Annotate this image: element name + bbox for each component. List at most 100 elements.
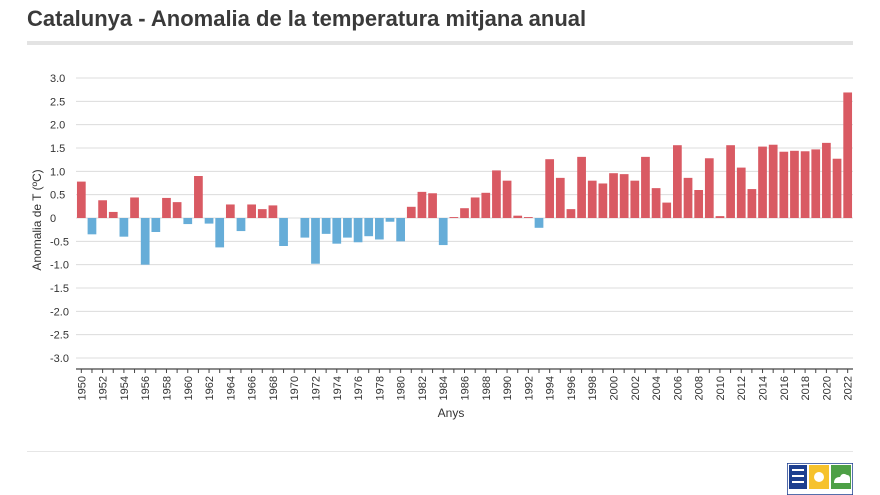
bar-1983 xyxy=(428,193,437,218)
x-tick-label: 1970 xyxy=(289,376,301,400)
bar-2018 xyxy=(800,151,810,218)
x-tick-label: 2020 xyxy=(821,376,833,400)
bar-2016 xyxy=(779,151,789,218)
bar-2013 xyxy=(747,189,757,218)
bar-2012 xyxy=(736,167,746,218)
x-tick-label: 1968 xyxy=(268,376,280,400)
meteocat-logo xyxy=(787,463,853,495)
bar-1960 xyxy=(183,218,193,225)
bar-1961 xyxy=(194,176,203,218)
bar-2017 xyxy=(790,150,799,218)
bar-1969 xyxy=(279,218,288,246)
y-tick-label: 2.0 xyxy=(50,120,65,132)
x-tick-label: 1998 xyxy=(587,376,599,400)
bar-2000 xyxy=(609,173,618,218)
x-tick-label: 2000 xyxy=(609,376,621,400)
bar-1991 xyxy=(513,215,523,218)
bar-1958 xyxy=(162,197,171,218)
bar-2004 xyxy=(651,188,661,218)
bar-1984 xyxy=(438,218,448,246)
x-tick-label: 1956 xyxy=(140,376,152,400)
y-tick-label: 0 xyxy=(50,213,56,225)
bar-1985 xyxy=(449,217,459,218)
y-tick-label: 0.5 xyxy=(50,190,65,202)
x-tick-label: 1992 xyxy=(523,376,535,400)
bar-2010 xyxy=(715,216,725,218)
bar-1964 xyxy=(225,204,235,218)
x-tick-label: 2016 xyxy=(779,376,791,400)
x-tick-label: 1988 xyxy=(481,376,493,400)
bar-2001 xyxy=(619,174,629,218)
x-tick-label: 1972 xyxy=(310,376,322,400)
bar-2022 xyxy=(843,92,853,218)
x-axis-label: Anys xyxy=(438,406,465,420)
bar-2014 xyxy=(758,146,767,218)
bar-1956 xyxy=(140,218,150,265)
y-tick-label: 3.0 xyxy=(50,73,65,85)
bar-2003 xyxy=(641,156,650,218)
bar-1992 xyxy=(524,217,533,218)
bar-1950 xyxy=(76,181,86,218)
x-tick-label: 1994 xyxy=(545,376,557,400)
bar-2002 xyxy=(630,180,640,218)
bar-1993 xyxy=(534,218,544,228)
x-tick-label: 2004 xyxy=(651,376,663,400)
bar-2008 xyxy=(694,190,704,218)
bar-1972 xyxy=(311,218,320,264)
y-tick-label: 1.0 xyxy=(50,166,65,178)
bar-1957 xyxy=(151,218,161,232)
bar-chart: 3.0 2.5 2.0 1.5 1.0 0.5 0 -0.5 -1.0 -1.5 -2.0 -2.5 -… xyxy=(30,73,855,420)
bar-1963 xyxy=(215,218,225,248)
axes xyxy=(76,368,853,373)
y-tick-label: -0.5 xyxy=(50,236,69,248)
x-tick-label: 1954 xyxy=(119,376,131,400)
bar-1996 xyxy=(566,209,576,218)
bar-1994 xyxy=(545,159,555,218)
bar-1980 xyxy=(396,218,405,242)
bar-1955 xyxy=(130,197,139,218)
x-tick-label: 1978 xyxy=(374,376,386,400)
chart-title: Catalunya - Anomalia de la temperatura m… xyxy=(27,6,587,31)
bar-1954 xyxy=(119,218,129,237)
bar-1990 xyxy=(502,180,512,218)
bar-1974 xyxy=(332,218,342,244)
bar-1999 xyxy=(598,183,608,218)
bar-1967 xyxy=(257,209,267,218)
x-tick-label: 2002 xyxy=(630,376,642,400)
bar-1979 xyxy=(385,218,395,222)
bar-2007 xyxy=(683,177,693,218)
y-tick-label: -1.0 xyxy=(50,260,69,272)
x-tick-label: 1964 xyxy=(225,376,237,400)
bar-1977 xyxy=(364,218,374,237)
y-tick-label: -3.0 xyxy=(50,353,69,365)
bar-1962 xyxy=(204,218,214,224)
bar-2005 xyxy=(662,202,672,218)
bar-2015 xyxy=(768,144,778,218)
x-tick-label: 2010 xyxy=(715,376,727,400)
y-tick-label: -1.5 xyxy=(50,283,69,295)
y-axis-label: Anomalia de T (ºC) xyxy=(30,169,44,270)
x-tick-label: 1982 xyxy=(417,376,429,400)
y-tick-label: -2.5 xyxy=(50,330,69,342)
x-tick-label: 1950 xyxy=(76,376,88,400)
bar-1975 xyxy=(343,218,352,238)
x-tick-label: 1974 xyxy=(332,376,344,400)
bar-1989 xyxy=(492,170,501,218)
bar-2009 xyxy=(704,158,714,218)
footer-divider xyxy=(27,451,853,452)
bar-2020 xyxy=(822,142,831,218)
bar-1973 xyxy=(321,218,331,234)
y-tick-label: -2.0 xyxy=(50,306,69,318)
x-tick-label: 2022 xyxy=(843,376,855,400)
x-tick-label: 1986 xyxy=(460,376,472,400)
bar-1952 xyxy=(98,200,107,218)
title-divider xyxy=(27,41,853,45)
x-tick-label: 1990 xyxy=(502,376,514,400)
bar-1998 xyxy=(587,180,597,218)
bar-1997 xyxy=(577,156,586,218)
bar-1971 xyxy=(300,218,310,238)
bar-1965 xyxy=(236,218,246,232)
bar-1981 xyxy=(406,206,416,218)
y-tick-label: 2.5 xyxy=(50,96,65,108)
bar-1982 xyxy=(417,191,427,218)
